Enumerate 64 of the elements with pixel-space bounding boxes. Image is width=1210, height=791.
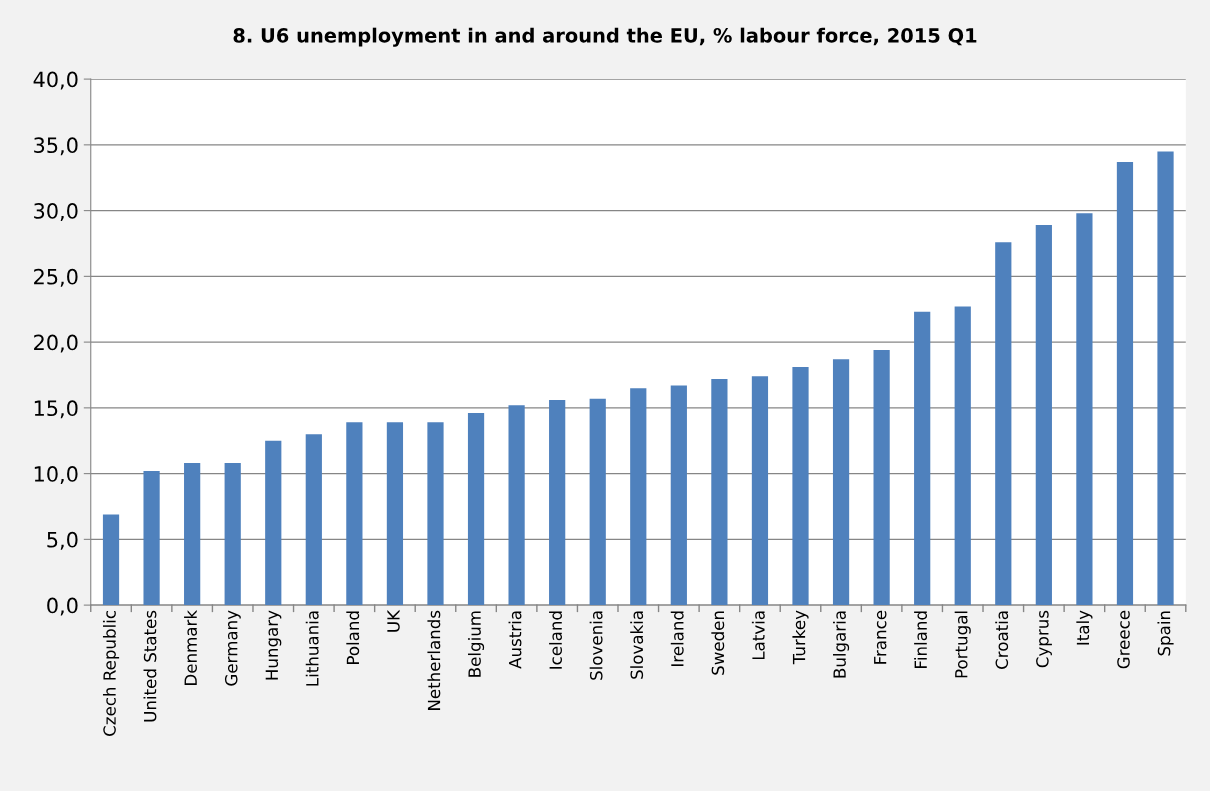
x-tick-label: Italy bbox=[1076, 610, 1093, 645]
x-tick-label: Turkey bbox=[792, 610, 809, 665]
chart-title: 8. U6 unemployment in and around the EU, % labour force, 2015 Q1 bbox=[233, 27, 977, 47]
x-tick-label: UK bbox=[387, 609, 400, 632]
bar bbox=[1076, 213, 1093, 606]
x-tick-label: Germany bbox=[224, 610, 241, 686]
bar bbox=[467, 413, 485, 606]
bar bbox=[346, 422, 363, 606]
y-tick-label: 25,0 bbox=[34, 268, 78, 287]
y-tick-label: 20,0 bbox=[34, 334, 78, 353]
x-tick-label: Belgium bbox=[467, 611, 485, 677]
bar bbox=[1157, 151, 1174, 606]
bar bbox=[508, 405, 525, 606]
x-tick-label: Netherlands bbox=[427, 610, 441, 710]
bar bbox=[589, 398, 606, 606]
bar bbox=[143, 470, 160, 606]
x-tick-label: Iceland bbox=[549, 611, 562, 669]
bar bbox=[305, 434, 322, 606]
x-tick-label: Cyprus bbox=[1036, 610, 1052, 668]
bar bbox=[549, 399, 566, 606]
x-tick-label: Czech Republic bbox=[102, 611, 120, 736]
bar bbox=[914, 311, 931, 606]
x-tick-label: Slovakia bbox=[630, 611, 644, 679]
bar bbox=[711, 378, 728, 606]
bar bbox=[386, 422, 404, 606]
bar bbox=[995, 242, 1012, 606]
bar bbox=[873, 350, 890, 606]
y-tick-label: 15,0 bbox=[34, 400, 78, 419]
bar bbox=[102, 514, 120, 606]
x-tick-label: Spain bbox=[1157, 611, 1174, 656]
bar bbox=[1116, 161, 1134, 606]
x-tick-label: Finland bbox=[914, 611, 928, 668]
bar bbox=[670, 385, 687, 606]
bar bbox=[184, 463, 201, 606]
x-tick-label: Portugal bbox=[954, 611, 971, 678]
bar bbox=[832, 359, 850, 606]
x-tick-label: Greece bbox=[1117, 610, 1130, 669]
y-tick-label: 5,0 bbox=[47, 531, 78, 550]
x-tick-label: Slovenia bbox=[589, 611, 603, 680]
bar bbox=[751, 376, 769, 606]
y-tick-label: 40,0 bbox=[33, 71, 78, 90]
y-tick-label: 30,0 bbox=[34, 203, 78, 221]
x-tick-label: United States bbox=[143, 610, 157, 722]
x-tick-label: Sweden bbox=[711, 611, 725, 675]
bar bbox=[265, 440, 282, 606]
bar bbox=[954, 306, 971, 606]
bar bbox=[792, 367, 809, 606]
x-tick-label: Croatia bbox=[995, 611, 1009, 669]
bar bbox=[224, 463, 241, 606]
x-tick-label: Bulgaria bbox=[833, 611, 850, 678]
x-tick-label: Ireland bbox=[670, 611, 684, 666]
bar bbox=[427, 422, 444, 606]
x-tick-label: France bbox=[874, 610, 887, 664]
x-tick-label: Denmark bbox=[184, 610, 197, 685]
bar bbox=[630, 388, 647, 606]
y-tick-label: 10,0 bbox=[34, 466, 78, 484]
y-tick-label: 35,0 bbox=[34, 137, 78, 156]
x-tick-label: Austria bbox=[508, 611, 522, 669]
x-tick-label: Lithuania bbox=[305, 611, 319, 686]
x-tick-label: Hungary bbox=[265, 610, 282, 680]
x-tick-label: Poland bbox=[346, 611, 360, 664]
y-tick-label: 0,0 bbox=[47, 597, 78, 616]
x-tick-label: Latvia bbox=[751, 611, 765, 660]
bar bbox=[1035, 225, 1052, 606]
